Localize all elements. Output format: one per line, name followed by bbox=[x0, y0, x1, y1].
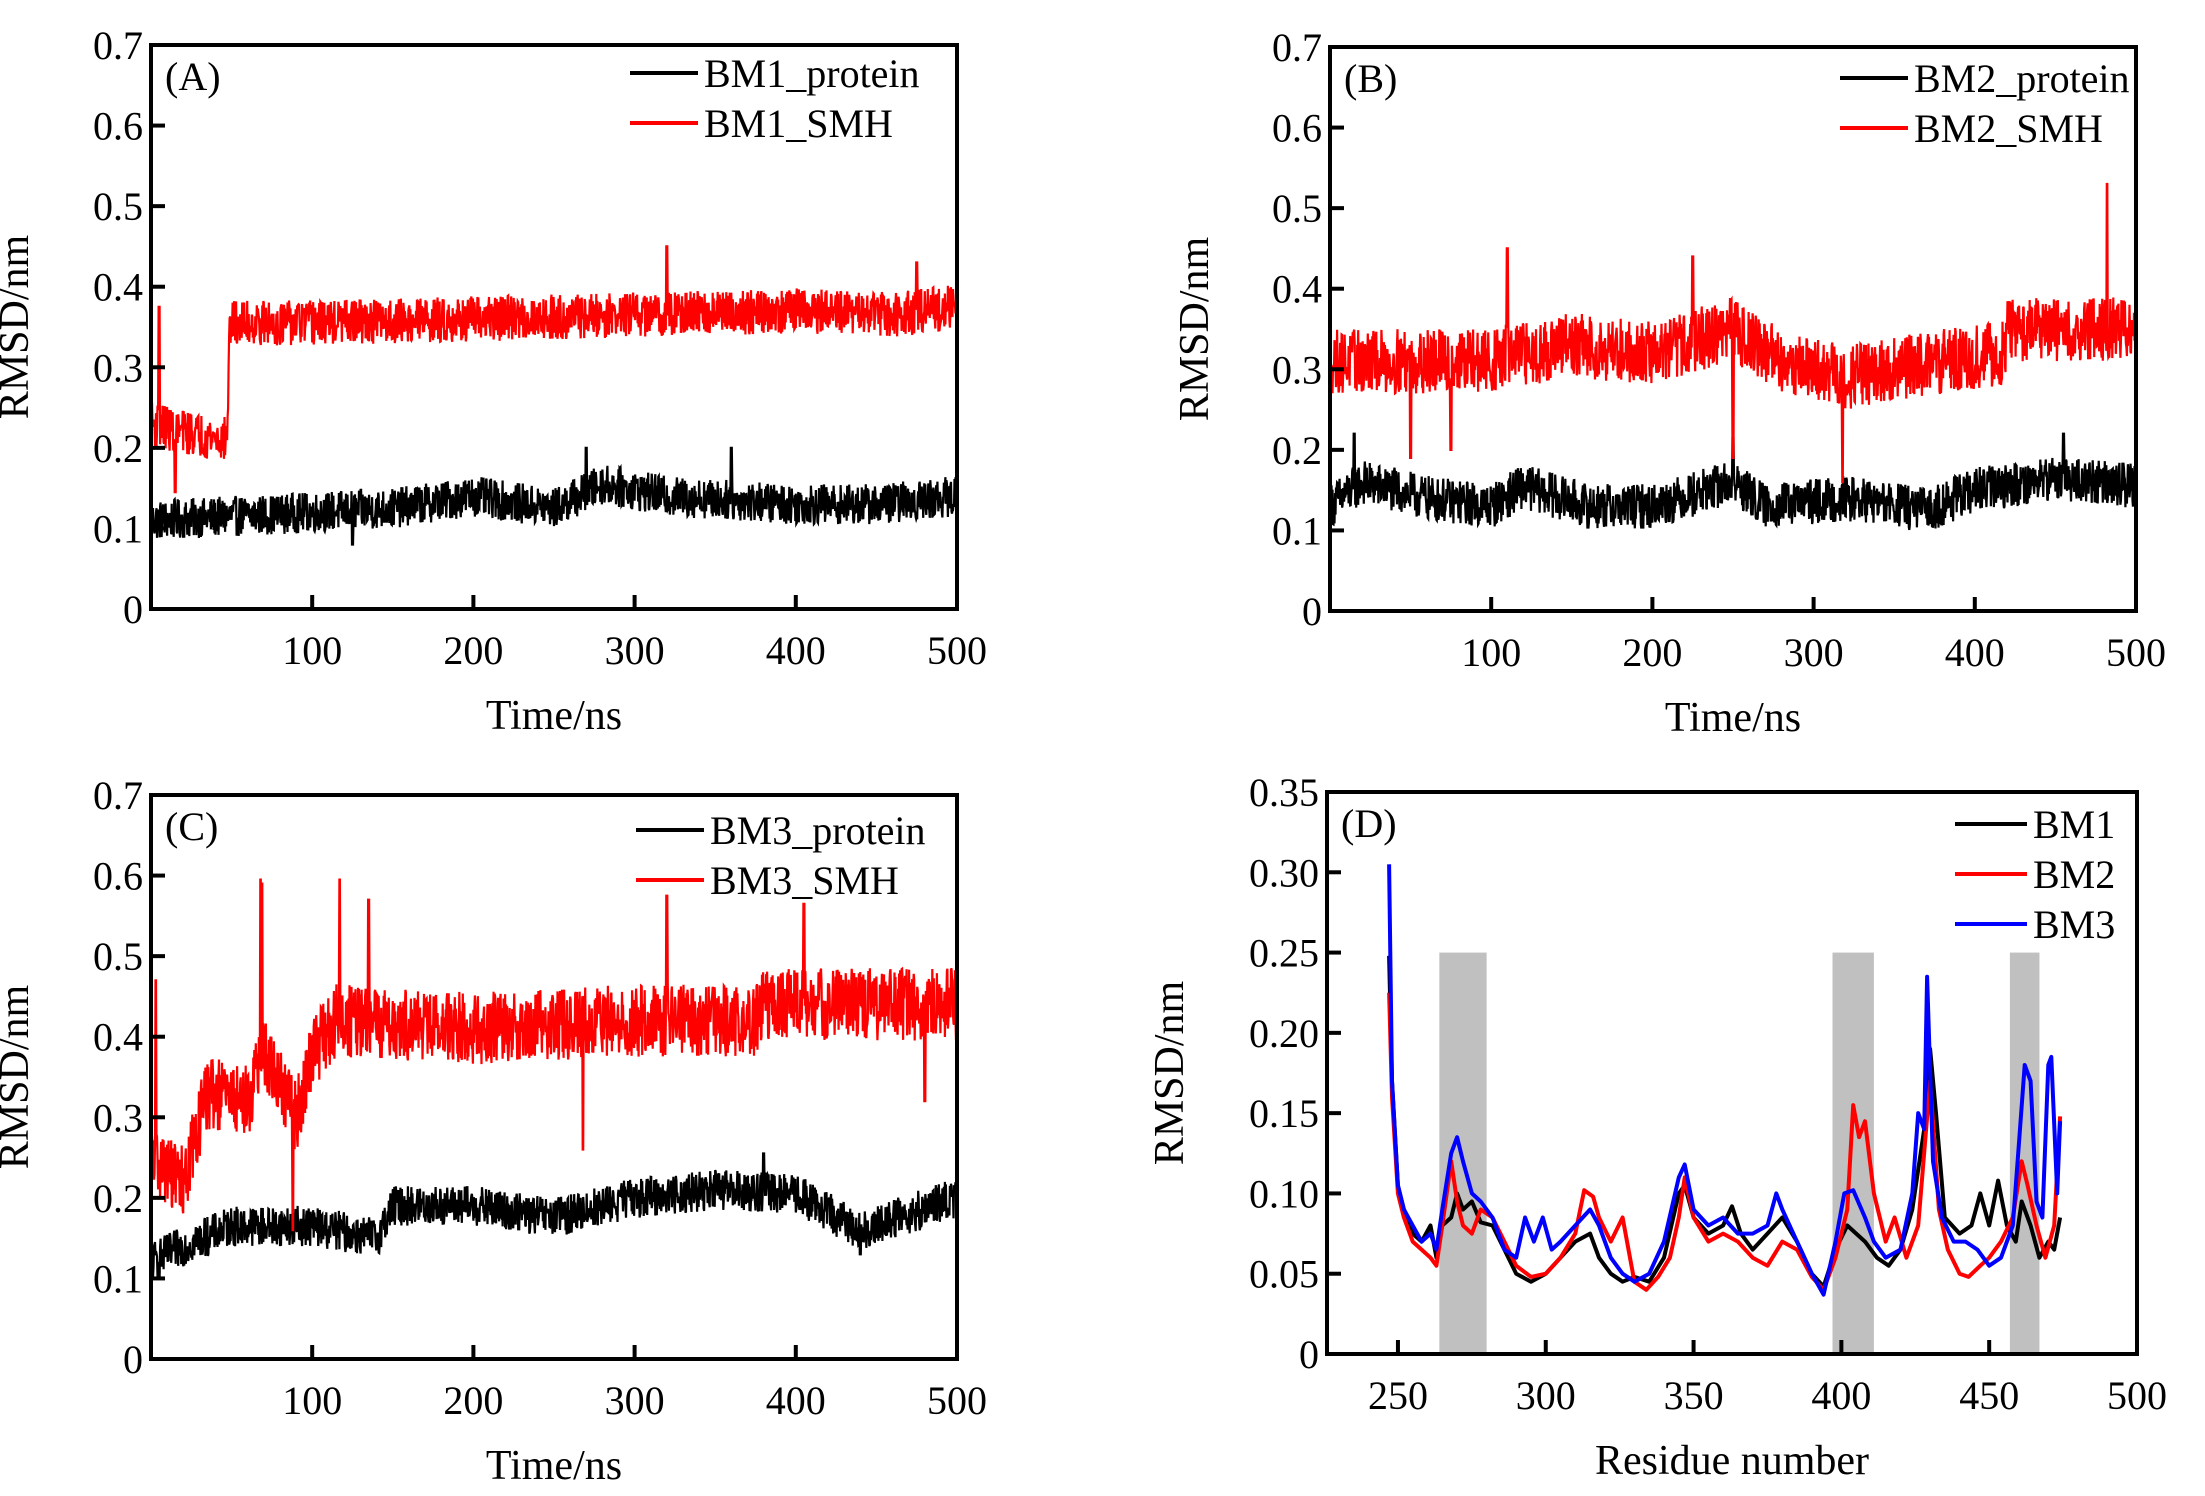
panel-label: (C) bbox=[165, 804, 218, 849]
x-tick-label: 500 bbox=[2106, 630, 2166, 675]
series-line-bm1_protein bbox=[151, 446, 957, 546]
panel-label: (D) bbox=[1341, 801, 1397, 846]
plot-area bbox=[1387, 864, 2063, 1354]
y-tick-label: 0.1 bbox=[93, 1256, 143, 1301]
y-tick-label: 0.6 bbox=[93, 104, 143, 149]
x-tick-label: 300 bbox=[1516, 1373, 1576, 1418]
legend-label: BM1 bbox=[2033, 802, 2115, 847]
y-tick-label: 0.35 bbox=[1249, 770, 1319, 815]
x-tick-label: 500 bbox=[927, 1378, 987, 1423]
plot-area bbox=[1330, 182, 2136, 531]
y-tick-label: 0.2 bbox=[93, 426, 143, 471]
x-tick-label: 300 bbox=[1784, 630, 1844, 675]
plot-area bbox=[151, 878, 957, 1279]
x-axis-title: Time/ns bbox=[486, 1443, 622, 1489]
y-tick-label: 0.2 bbox=[1272, 428, 1322, 473]
y-tick-label: 0.5 bbox=[93, 184, 143, 229]
y-tick-label: 0.20 bbox=[1249, 1011, 1319, 1056]
series-line-bm3 bbox=[1387, 864, 2063, 1297]
x-tick-label: 400 bbox=[1811, 1373, 1871, 1418]
x-tick-label: 100 bbox=[282, 628, 342, 673]
series-line-bm2_smh bbox=[1330, 182, 2136, 484]
axes-frame bbox=[149, 793, 959, 1361]
x-tick-label: 100 bbox=[1461, 630, 1521, 675]
y-tick-label: 0.7 bbox=[1272, 25, 1322, 70]
x-axis-title: Time/ns bbox=[1665, 695, 1801, 741]
x-tick-label: 500 bbox=[927, 628, 987, 673]
legend-label: BM2 bbox=[2033, 852, 2115, 897]
series-line-bm1 bbox=[1387, 955, 2063, 1289]
x-tick-label: 250 bbox=[1368, 1373, 1428, 1418]
legend-label: BM3 bbox=[2033, 902, 2115, 947]
panel-label: (B) bbox=[1344, 56, 1397, 101]
axes-frame bbox=[149, 43, 959, 611]
y-tick-label: 0 bbox=[123, 1337, 143, 1382]
x-axis-title: Time/ns bbox=[486, 693, 622, 739]
x-tick-label: 300 bbox=[605, 1378, 665, 1423]
x-tick-label: 400 bbox=[1945, 630, 2005, 675]
axes-frame bbox=[1328, 45, 2138, 613]
legend-label: BM3_protein bbox=[710, 808, 926, 853]
y-tick-label: 0.4 bbox=[1272, 267, 1322, 312]
x-tick-label: 400 bbox=[766, 628, 826, 673]
x-axis-title: Residue number bbox=[1595, 1438, 1869, 1484]
series-line-bm2 bbox=[1387, 992, 2063, 1292]
x-tick-label: 400 bbox=[766, 1378, 826, 1423]
legend-label: BM2_protein bbox=[1914, 56, 2130, 101]
legend-label: BM2_SMH bbox=[1914, 106, 2103, 151]
legend-label: BM3_SMH bbox=[710, 858, 899, 903]
y-tick-label: 0.3 bbox=[1272, 347, 1322, 392]
y-tick-label: 0.05 bbox=[1249, 1252, 1319, 1297]
x-tick-label: 200 bbox=[443, 628, 503, 673]
y-tick-label: 0.3 bbox=[93, 1095, 143, 1140]
plot-area bbox=[151, 245, 957, 546]
y-tick-label: 0.4 bbox=[93, 265, 143, 310]
y-tick-label: 0.30 bbox=[1249, 850, 1319, 895]
panel-c: 0 0.1 0.2 0.3 0.4 0.5 0.6 0.7 100 200 300 400 500 Tim… bbox=[0, 773, 987, 1489]
panel-label: (A) bbox=[165, 54, 221, 99]
x-tick-label: 100 bbox=[282, 1378, 342, 1423]
y-tick-label: 0.10 bbox=[1249, 1171, 1319, 1216]
x-tick-label: 350 bbox=[1664, 1373, 1724, 1418]
series-line-bm1_smh bbox=[151, 245, 957, 494]
x-tick-label: 500 bbox=[2107, 1373, 2167, 1418]
y-axis-title: RMSD/nm bbox=[0, 234, 38, 419]
y-tick-label: 0.4 bbox=[93, 1015, 143, 1060]
y-tick-label: 0.7 bbox=[93, 773, 143, 818]
y-tick-label: 0.7 bbox=[93, 23, 143, 68]
y-tick-label: 0.25 bbox=[1249, 931, 1319, 976]
x-tick-label: 200 bbox=[443, 1378, 503, 1423]
legend-label: BM1_SMH bbox=[704, 101, 893, 146]
y-tick-label: 0.5 bbox=[93, 934, 143, 979]
y-tick-label: 0.15 bbox=[1249, 1091, 1319, 1136]
y-tick-label: 0.6 bbox=[93, 854, 143, 899]
y-axis-title: RMSD/nm bbox=[1172, 236, 1218, 421]
series-line-bm3_smh bbox=[151, 878, 957, 1232]
y-tick-label: 0 bbox=[1299, 1332, 1319, 1377]
x-tick-label: 300 bbox=[605, 628, 665, 673]
y-tick-label: 0.3 bbox=[93, 345, 143, 390]
axes-frame bbox=[1325, 790, 2139, 1356]
y-tick-label: 0.1 bbox=[93, 506, 143, 551]
x-tick-label: 450 bbox=[1959, 1373, 2019, 1418]
y-axis-title: RMSD/nm bbox=[0, 984, 38, 1169]
y-tick-label: 0.1 bbox=[1272, 508, 1322, 553]
y-tick-label: 0.2 bbox=[93, 1176, 143, 1221]
y-tick-label: 0.6 bbox=[1272, 106, 1322, 151]
panel-d: 0 0.05 0.10 0.15 0.20 0.25 0.30 0.35 250 300 350 40… bbox=[1147, 770, 2167, 1484]
series-line-bm3_protein bbox=[151, 1152, 957, 1279]
y-tick-label: 0 bbox=[1302, 589, 1322, 634]
y-tick-label: 0.5 bbox=[1272, 186, 1322, 231]
legend-label: BM1_protein bbox=[704, 51, 920, 96]
y-axis-title: RMSD/nm bbox=[1147, 980, 1193, 1165]
panel-b: 0 0.1 0.2 0.3 0.4 0.5 0.6 0.7 100 200 300 400 500 Tim… bbox=[1172, 25, 2166, 741]
panel-a: 0 0.1 0.2 0.3 0.4 0.5 0.6 0.7 100 200 300 400 500 Tim… bbox=[0, 23, 987, 739]
x-tick-label: 200 bbox=[1622, 630, 1682, 675]
y-tick-label: 0 bbox=[123, 587, 143, 632]
